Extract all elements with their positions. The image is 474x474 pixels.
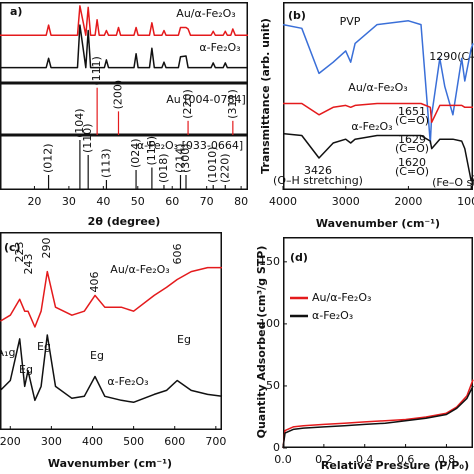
y-tick-label: 100: [259, 317, 280, 330]
x-tick-label: 600: [164, 435, 185, 448]
annotation: 3426: [304, 164, 332, 177]
annotation: (O–H stretching): [273, 174, 363, 187]
annotation: Eg: [90, 349, 104, 362]
annotation: 1629: [398, 133, 426, 146]
annotation: 243: [22, 254, 35, 275]
stick-label: (214): [173, 143, 186, 173]
x-tick-label: 50: [131, 195, 145, 208]
x-tick-label: 0.6: [397, 453, 415, 466]
x-axis-title: Wavenumber (cm⁻¹): [316, 217, 440, 230]
stick-label: (311): [226, 89, 239, 119]
y-axis-title: Quantity Adsorbed (cm³/g STP): [255, 246, 268, 439]
y-axis-title: Transmittance (arb. unit): [259, 18, 272, 174]
series-line: [0, 24, 248, 69]
stick-label: (300): [179, 143, 192, 173]
stick-label: (116): [145, 136, 158, 166]
annotation: 1620: [398, 156, 426, 169]
x-tick-label: 80: [234, 195, 248, 208]
stick-label: (110): [81, 123, 94, 153]
x-tick-label: 2000: [394, 195, 422, 208]
legend-label: Au/α-Fe₂O₃: [312, 291, 371, 304]
stick-label: (024): [129, 138, 142, 168]
x-tick-label: 0.0: [274, 453, 292, 466]
plot-frame: [283, 237, 473, 448]
plot-frame: [283, 2, 473, 190]
y-tick-label: 150: [259, 255, 280, 268]
annotation: 290: [40, 238, 53, 259]
stick-label: (018): [157, 153, 170, 183]
x-tick-label: 40: [96, 195, 110, 208]
series-label: Au [004-0784]: [166, 93, 246, 106]
panel-label: (b): [288, 9, 306, 22]
series-label: α-Fe₂O₃: [199, 41, 240, 54]
series-line: [282, 379, 474, 449]
stick-label: (113): [99, 148, 112, 178]
y-tick-label: 50: [266, 379, 280, 392]
annotation: (Fe–O stret: [432, 176, 474, 189]
x-tick-label: 0.4: [356, 453, 374, 466]
stick-label: (220): [218, 153, 231, 183]
series-label: PVP: [340, 15, 361, 28]
x-tick-label: 400: [82, 435, 103, 448]
series-line: [283, 102, 473, 124]
x-tick-label: 200: [0, 435, 21, 448]
annotation: 223: [13, 242, 26, 263]
plot-frame: [0, 232, 222, 430]
series-line: [282, 20, 474, 144]
stick-label: (012): [42, 143, 55, 173]
panel-label: (c): [4, 241, 21, 254]
annotation: (C=O): [395, 142, 429, 155]
x-tick-label: 1000: [457, 195, 474, 208]
x-tick-label: 3000: [332, 195, 360, 208]
panel-label: a): [10, 5, 22, 18]
x-axis-title: Relative Pressure (P/P₀): [321, 459, 469, 472]
stick-label: (104): [73, 108, 86, 138]
x-tick-label: 0.2: [315, 453, 333, 466]
x-tick-label: 60: [165, 195, 179, 208]
series-label: Au/α-Fe₂O₃: [110, 263, 169, 276]
series-line: [282, 132, 474, 182]
x-tick-label: 700: [205, 435, 226, 448]
x-axis-title: 2θ (degree): [88, 215, 161, 228]
annotation: Eg: [37, 340, 51, 353]
annotation: 406: [88, 272, 101, 293]
x-tick-label: 20: [27, 195, 41, 208]
series-line: [0, 266, 222, 328]
panel-label: (d): [290, 251, 308, 264]
series-line: [282, 385, 474, 449]
annotation: Eg: [19, 363, 33, 376]
plot-frame: [0, 83, 248, 135]
series-label: α-Fe₂O₃: [107, 375, 148, 388]
x-tick-label: 300: [41, 435, 62, 448]
annotation: 606: [171, 244, 184, 265]
stick-label: (1010): [206, 146, 219, 183]
annotation: Eg: [177, 333, 191, 346]
annotation: (C=O): [395, 165, 429, 178]
x-tick-label: 30: [62, 195, 76, 208]
series-line: [0, 334, 223, 404]
stick-label: (220): [181, 89, 194, 119]
stick-label: (200): [111, 80, 124, 110]
annotation: 1290(C–: [429, 50, 474, 63]
plot-frame: [0, 2, 248, 83]
series-line: [0, 5, 248, 36]
x-tick-label: 4000: [269, 195, 297, 208]
y-tick-label: 0: [273, 441, 280, 454]
x-tick-label: 0.8: [438, 453, 456, 466]
plot-frame: [0, 135, 248, 190]
series-label: α-Fe₂O₃: [351, 120, 392, 133]
x-tick-label: 500: [123, 435, 144, 448]
x-tick-label: 70: [200, 195, 214, 208]
annotation: (C=O): [395, 114, 429, 127]
series-label: Au/α-Fe₂O₃: [348, 81, 407, 94]
legend-label: α-Fe₂O₃: [312, 309, 353, 322]
stick-label: (111): [90, 56, 103, 86]
series-label: α-Fe₂O₃ [033-0664]: [137, 139, 243, 152]
x-axis-title: Wavenumber (cm⁻¹): [48, 457, 172, 470]
annotation: A₁g: [0, 346, 15, 359]
series-label: Au/α-Fe₂O₃: [176, 7, 235, 20]
annotation: 1651: [398, 105, 426, 118]
